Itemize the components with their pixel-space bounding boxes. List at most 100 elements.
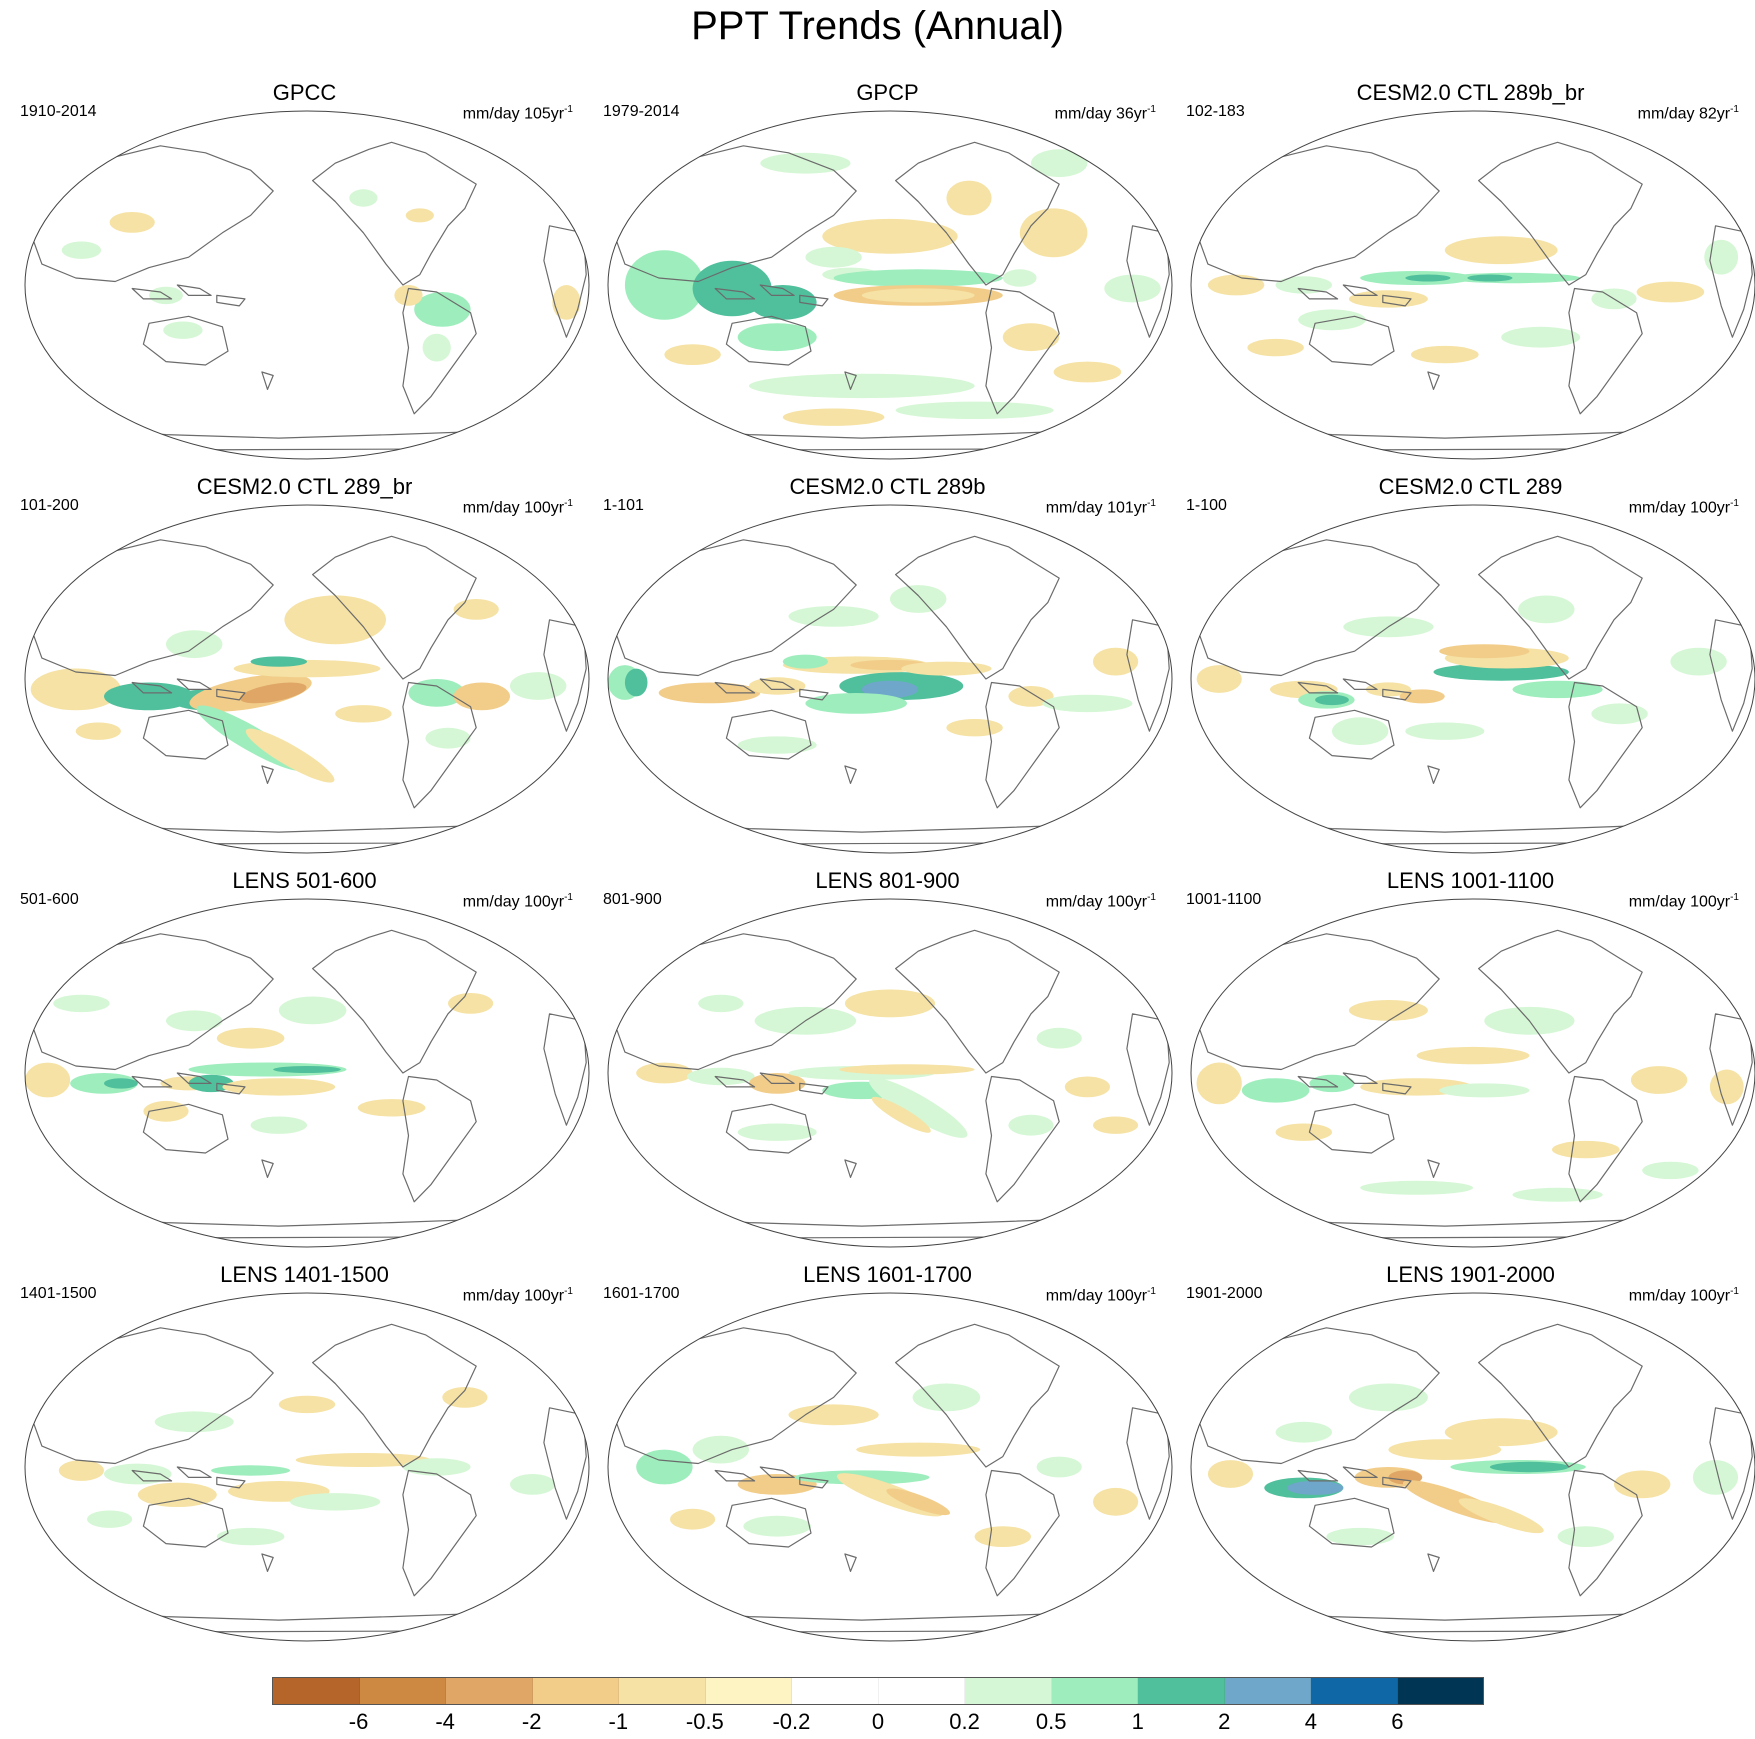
- panel-units-exponent: -1: [564, 1286, 573, 1297]
- trend-contour: [58, 1460, 104, 1481]
- coastline: [1342, 1072, 1378, 1084]
- coastline: [1229, 1211, 1711, 1239]
- panel-units: mm/day 82yr-1: [1638, 100, 1739, 124]
- coastline: [985, 1469, 1060, 1597]
- coastline: [1196, 145, 1440, 283]
- panel-title: LENS 501-600: [232, 868, 377, 893]
- trend-contour: [245, 728, 335, 783]
- panel-units-exponent: -1: [564, 104, 573, 115]
- coastline: [895, 535, 1060, 680]
- trend-contour: [405, 208, 434, 223]
- world-map: [607, 1292, 1173, 1642]
- coastline: [312, 929, 477, 1074]
- panel-units-exponent: -1: [1730, 892, 1739, 903]
- panel-title: LENS 1001-1100: [1386, 868, 1555, 893]
- colorbar-swatch: [1051, 1678, 1138, 1704]
- trend-field: [608, 518, 1170, 845]
- trend-contour: [1275, 1123, 1332, 1141]
- coastline: [895, 929, 1060, 1074]
- trend-contour: [1286, 1480, 1344, 1495]
- trend-field: [1196, 124, 1753, 451]
- trend-contour: [87, 1510, 133, 1528]
- trend-field: [613, 124, 1170, 451]
- world-map: [24, 1292, 590, 1642]
- panel-title: CESM2.0 CTL 289_br: [196, 474, 413, 499]
- panel-period: 801-900: [603, 891, 662, 908]
- trend-contour: [250, 1116, 307, 1134]
- panel-title: LENS 1601-1700: [803, 1262, 972, 1287]
- colorbar-tick-label: -4: [435, 1709, 455, 1734]
- trend-contour: [1591, 703, 1648, 725]
- coastline: [1308, 1497, 1395, 1548]
- map-border: [607, 110, 1173, 460]
- panel-period: 1901-2000: [1186, 1285, 1263, 1302]
- colorbar-tick-label: -0.2: [772, 1709, 811, 1734]
- coastline: [646, 423, 1128, 451]
- trend-contour: [104, 1078, 138, 1089]
- coastline: [1478, 929, 1643, 1074]
- coastline: [1229, 423, 1711, 451]
- trend-contour: [636, 1449, 693, 1485]
- trend-contour: [109, 212, 155, 233]
- trend-contour: [1433, 663, 1569, 681]
- trend-contour: [1036, 1456, 1082, 1478]
- trend-contour: [1064, 1076, 1110, 1098]
- panel-units-text: mm/day 101yr: [1045, 499, 1148, 517]
- trend-contour: [1501, 326, 1581, 348]
- map-panel: LENS 1001-1100 1001-1100 mm/day 100yr-1: [1178, 868, 1755, 1288]
- trend-contour: [425, 727, 471, 749]
- world-map: [1190, 504, 1755, 854]
- panel-units-exponent: -1: [1147, 498, 1156, 509]
- colorbar-swatch: [878, 1678, 965, 1704]
- trend-contour: [1042, 694, 1133, 713]
- panel-period: 1-100: [1186, 497, 1227, 514]
- trend-contour: [25, 1062, 71, 1098]
- trend-field: [613, 912, 1170, 1239]
- map-border: [607, 504, 1173, 854]
- trend-field: [30, 518, 587, 845]
- coastline: [759, 284, 795, 296]
- coastline: [1297, 1075, 1339, 1088]
- trend-contour: [408, 679, 465, 707]
- trend-contour: [1207, 1460, 1254, 1488]
- colorbar-swatch: [705, 1678, 792, 1704]
- trend-contour: [75, 722, 121, 740]
- trend-contour: [1552, 1140, 1620, 1159]
- coastline: [402, 1469, 477, 1597]
- coastline: [261, 1159, 274, 1178]
- coastline: [131, 287, 173, 300]
- coastline: [1297, 1469, 1339, 1482]
- colorbar-swatch: [446, 1678, 533, 1704]
- coastline: [1427, 1159, 1440, 1178]
- panel-units-exponent: -1: [1730, 498, 1739, 509]
- coastline: [613, 933, 857, 1071]
- trend-contour: [1008, 686, 1054, 707]
- coastline: [63, 1211, 545, 1239]
- trend-contour: [166, 630, 223, 659]
- panel-period: 501-600: [20, 891, 79, 908]
- trend-contour: [1348, 290, 1428, 308]
- trend-contour: [1670, 647, 1727, 676]
- trend-contour: [414, 292, 471, 327]
- trend-contour: [737, 1123, 817, 1141]
- map-panel: CESM2.0 CTL 289b_br 102-183 mm/day 82yr-1: [1178, 80, 1755, 500]
- coastline: [131, 1469, 173, 1482]
- colorbar: [272, 1677, 1484, 1705]
- coastline: [1709, 619, 1753, 732]
- coastline: [402, 1075, 477, 1203]
- coastline: [714, 1075, 756, 1088]
- coastline: [142, 1497, 229, 1548]
- trend-contour: [698, 994, 744, 1013]
- trend-contour: [1416, 1046, 1530, 1065]
- coastline: [1568, 1075, 1643, 1203]
- trend-contour: [1360, 1180, 1473, 1195]
- panel-units-text: mm/day 100yr: [1628, 499, 1731, 517]
- coastline: [142, 315, 229, 366]
- map-border: [1190, 1292, 1755, 1642]
- coastline: [216, 1082, 246, 1095]
- trend-contour: [163, 321, 203, 339]
- coastline: [1342, 284, 1378, 296]
- trend-contour: [901, 661, 992, 676]
- trend-contour: [453, 682, 510, 711]
- coastline: [216, 688, 246, 701]
